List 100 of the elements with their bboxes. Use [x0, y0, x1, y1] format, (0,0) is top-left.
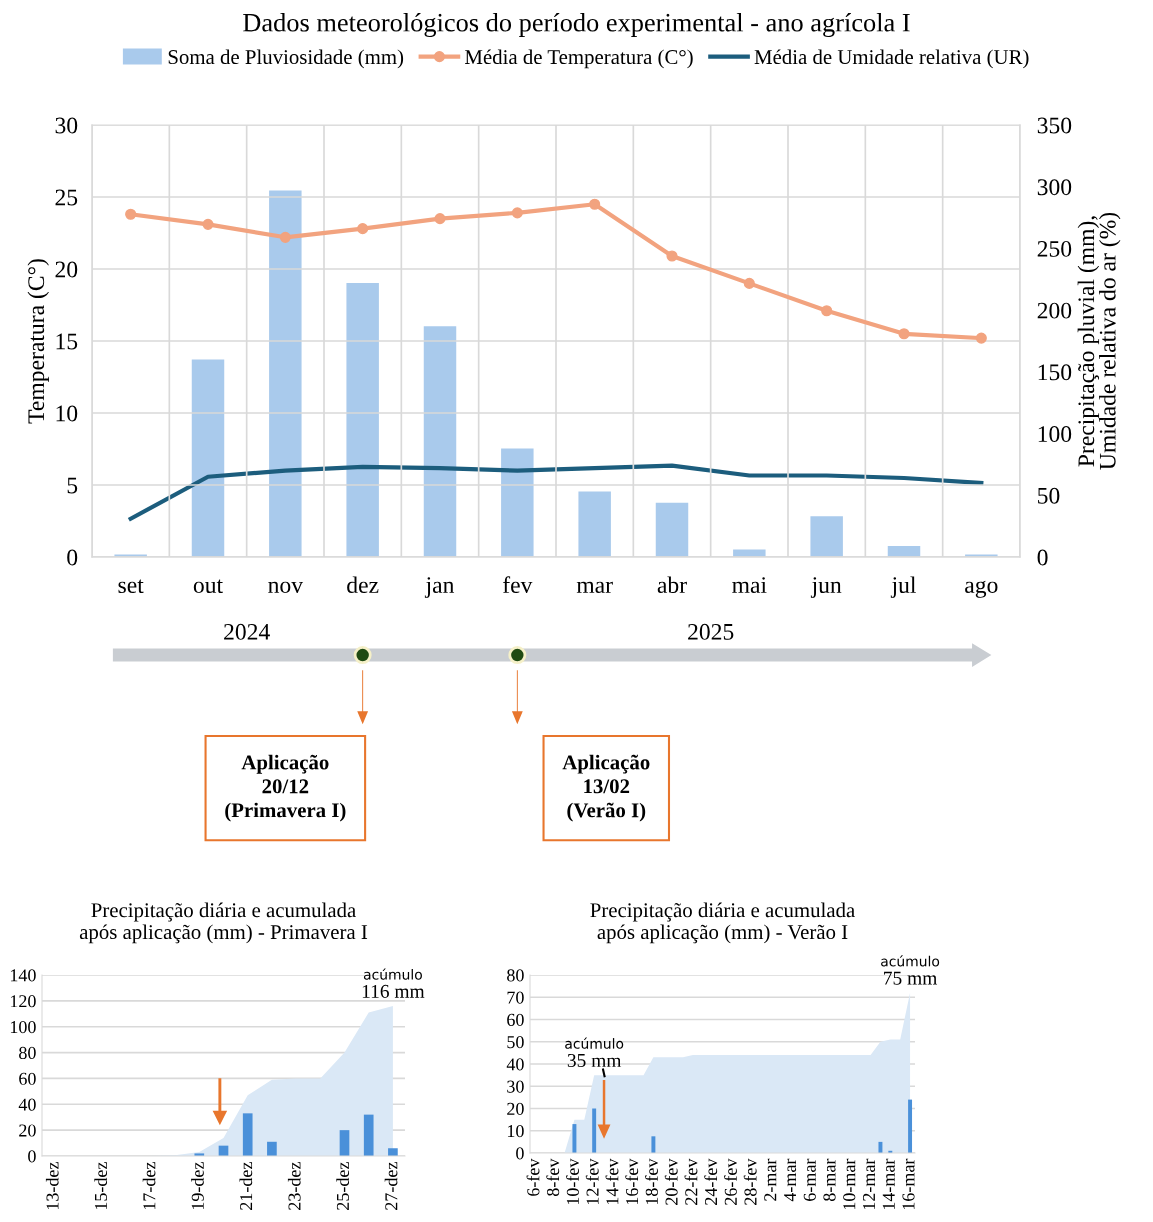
x-tick-label: 10-mar	[843, 1158, 856, 1210]
x-tick-label: 17-dez	[142, 1162, 156, 1210]
y-tick-label: 20	[55, 261, 78, 278]
y2-tick-label: 100	[1038, 426, 1072, 442]
point	[511, 207, 523, 219]
y-tick-label: 20	[507, 1102, 524, 1115]
x-tick-label: mai	[732, 577, 767, 594]
y-tick-label: 80	[19, 1046, 36, 1060]
x-tick-label: jan	[424, 577, 455, 598]
x-tick-label: 12-fev	[585, 1158, 599, 1205]
point	[743, 277, 755, 289]
y2-tick-label: 0	[1037, 549, 1048, 566]
chart-title: Dados meteorológicos do período experimental - ano agrícola I	[243, 12, 910, 38]
legend-label: Média de Temperatura (C°)	[465, 49, 693, 69]
y2-tick-label: 250	[1037, 240, 1072, 257]
x-tick-label: 4-mar	[784, 1158, 797, 1202]
y-tick-label: 30	[507, 1080, 524, 1093]
x-tick-label: ago	[965, 580, 998, 598]
annotation: acúmulo	[565, 1037, 624, 1049]
bar	[501, 448, 534, 557]
x-tick-label: 2-mar	[764, 1158, 777, 1201]
x-tick-label: 15-dez	[94, 1162, 108, 1210]
point	[279, 231, 291, 243]
annotation: 75 mm	[884, 971, 938, 985]
chart-title: Precipitação diária e acumulada após aplicação (mm) - Primavera I	[79, 902, 368, 944]
x-tick-label: 20-fev	[664, 1158, 678, 1205]
annotation: 35 mm	[567, 1053, 622, 1068]
y-tick-label: 60	[507, 1013, 524, 1026]
annotation: acúmulo	[363, 968, 422, 980]
x-tick-label: 16-mar	[902, 1158, 915, 1210]
bar	[578, 491, 611, 557]
x-tick-label: 8-mar	[823, 1158, 836, 1201]
bar	[269, 190, 302, 557]
y-tick-label: 50	[507, 1036, 524, 1049]
x-tick-label: jul	[890, 576, 916, 598]
bar	[267, 1141, 277, 1156]
x-tick-label: mar	[576, 581, 613, 594]
text: Aplicação 13/02 (Verão I)	[562, 754, 650, 822]
x-tick-label: 22-fev	[684, 1158, 698, 1205]
x-tick-label: 23-dez	[287, 1162, 301, 1210]
x-tick-label: 19-dez	[191, 1162, 204, 1210]
y-tick-label: 40	[506, 1058, 524, 1071]
y-tick-label: 30	[55, 117, 78, 134]
y-tick-label: 140	[10, 969, 36, 982]
x-tick-label: abr	[657, 576, 687, 594]
y2-axis-title: Precipitação pluvial (mm), Umidade relativa do ar (%)	[1077, 212, 1121, 470]
y-tick-label: 5	[67, 477, 78, 494]
y2-tick-label: 350	[1037, 117, 1072, 134]
point	[975, 332, 987, 344]
y2-tick-label: 300	[1037, 179, 1072, 196]
y-axis-title: Temperatura (C°)	[27, 259, 49, 424]
x-tick-label: 28-fev	[743, 1158, 757, 1205]
y-tick-label: 40	[18, 1098, 36, 1111]
x-tick-label: 24-fev	[704, 1158, 718, 1205]
bar	[572, 1124, 577, 1153]
x-tick-label: 10-fev	[566, 1158, 579, 1205]
bar	[878, 1141, 883, 1153]
bar	[191, 359, 225, 557]
y-tick-label: 0	[67, 549, 78, 566]
x-tick-label: 14-fev	[605, 1158, 619, 1205]
point	[821, 305, 833, 317]
point	[357, 223, 369, 235]
x-tick-label: out	[193, 579, 223, 594]
x-tick-label: jun	[810, 577, 842, 598]
legend-label: Média de Umidade relativa (UR)	[754, 49, 1029, 69]
x-tick-label: 16-fev	[625, 1158, 639, 1205]
y-tick-label: 120	[10, 995, 36, 1008]
point	[589, 198, 601, 210]
x-tick-label: 8-fev	[546, 1158, 560, 1196]
x-tick-label: dez	[347, 576, 379, 594]
x-tick-label: 14-mar	[882, 1158, 895, 1210]
y-tick-label: 10	[56, 405, 78, 422]
y-tick-label: 60	[19, 1072, 36, 1085]
bar	[242, 1113, 253, 1156]
point	[125, 208, 137, 220]
y2-tick-label: 150	[1038, 364, 1072, 381]
bar	[651, 1136, 656, 1153]
y-tick-label: 80	[507, 969, 524, 982]
legend-label: Soma de Pluviosidade (mm)	[168, 49, 404, 69]
bar	[388, 1148, 398, 1156]
x-tick-label: 25-dez	[336, 1162, 350, 1210]
y2-tick-label: 200	[1037, 302, 1072, 319]
x-tick-label: fev	[502, 576, 533, 594]
y-tick-label: 20	[19, 1124, 36, 1137]
point	[666, 250, 678, 262]
x-tick-label: nov	[268, 581, 304, 594]
x-tick-label: 18-fev	[645, 1158, 658, 1205]
annotation: acúmulo	[881, 955, 940, 967]
x-tick-label: 26-fev	[724, 1158, 737, 1205]
bar	[363, 1114, 374, 1156]
text: 2024	[224, 623, 270, 640]
x-tick-label: 12-mar	[862, 1158, 876, 1210]
y-tick-label: 100	[10, 1020, 36, 1034]
bar	[908, 1099, 913, 1153]
chart-title: Precipitação diária e acumulada após aplicação (mm) - Verão I	[590, 902, 855, 944]
y2-tick-label: 50	[1038, 487, 1060, 504]
x-tick-label: set	[118, 579, 144, 594]
point	[434, 213, 446, 225]
y-tick-label: 70	[507, 991, 524, 1004]
y-tick-label: 25	[55, 189, 78, 206]
